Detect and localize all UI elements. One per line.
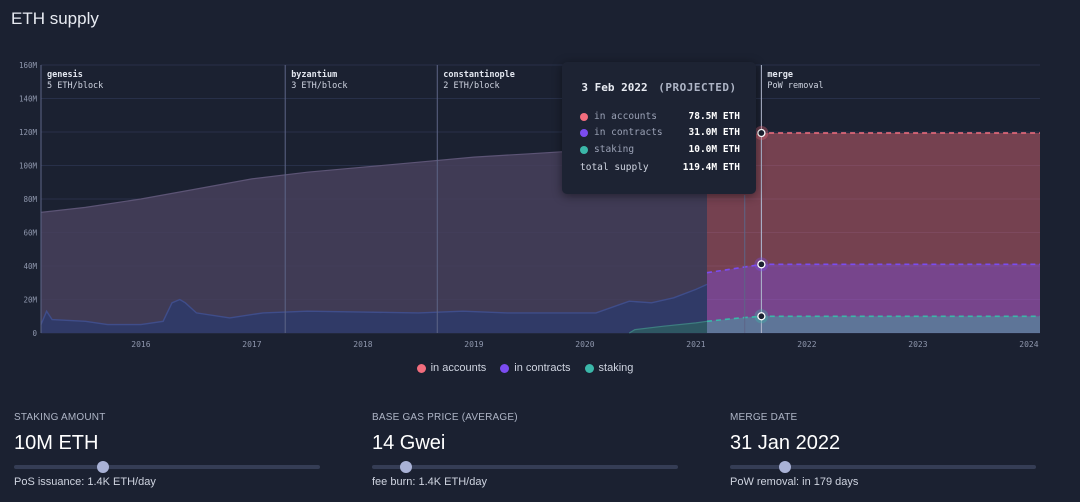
x-tick-label: 2017 bbox=[242, 340, 261, 349]
event-label: byzantium bbox=[291, 69, 337, 80]
y-tick-label: 100M bbox=[19, 162, 38, 171]
tooltip-row-contracts: in contracts 31.0M ETH bbox=[580, 127, 740, 138]
x-tick-label: 2022 bbox=[797, 340, 816, 349]
control-value: 10M ETH bbox=[14, 432, 99, 454]
x-tick-label: 2021 bbox=[686, 340, 705, 349]
control-footnote: PoW removal: in 179 days bbox=[730, 476, 859, 488]
event-label: genesis bbox=[47, 69, 83, 80]
y-tick-label: 60M bbox=[23, 229, 37, 238]
accounts-area-history bbox=[41, 142, 707, 333]
staking-amount-control: STAKING AMOUNT 10M ETH PoS issuance: 1.4… bbox=[14, 412, 324, 488]
contracts-dot-icon bbox=[500, 363, 510, 373]
tooltip-title: 3 Feb 2022 (PROJECTED) bbox=[562, 81, 756, 94]
staking-line-history bbox=[628, 320, 708, 334]
accounts-dot-icon bbox=[416, 363, 426, 373]
control-caption: MERGE DATE bbox=[730, 412, 798, 423]
y-tick-label: 80M bbox=[23, 195, 37, 204]
y-tick-label: 20M bbox=[23, 296, 37, 305]
legend-label: staking bbox=[598, 362, 634, 374]
tooltip-row-staking: staking 10.0M ETH bbox=[580, 144, 740, 155]
event-sublabel: 3 ETH/block bbox=[291, 81, 347, 91]
legend-item-accounts[interactable]: in accounts bbox=[416, 362, 487, 374]
tooltip-projected-tag: (PROJECTED) bbox=[658, 81, 737, 94]
event-sublabel: PoW removal bbox=[767, 81, 823, 91]
contracts-marker bbox=[757, 260, 766, 269]
chart-tooltip: 3 Feb 2022 (PROJECTED) in accounts 78.5M… bbox=[562, 62, 756, 194]
contracts-area-history bbox=[41, 284, 707, 333]
x-tick-label: 2020 bbox=[575, 340, 594, 349]
gas-price-control: BASE GAS PRICE (AVERAGE) 14 Gwei fee bur… bbox=[372, 412, 682, 488]
y-tick-label: 160M bbox=[19, 61, 38, 70]
tooltip-row-value: 78.5M ETH bbox=[688, 111, 740, 122]
tooltip-row-label: staking bbox=[594, 144, 635, 155]
accounts-marker bbox=[757, 128, 766, 138]
slider-handle[interactable] bbox=[779, 461, 792, 473]
legend-item-staking[interactable]: staking bbox=[584, 362, 634, 374]
event-sublabel: 2 ETH/block bbox=[443, 81, 499, 91]
x-tick-label: 2019 bbox=[464, 340, 483, 349]
legend-item-contracts[interactable]: in contracts bbox=[500, 362, 571, 374]
merge-date-control: MERGE DATE 31 Jan 2022 PoW removal: in 1… bbox=[730, 412, 1040, 488]
tooltip-row-value: 31.0M ETH bbox=[688, 127, 740, 138]
event-label: constantinople bbox=[443, 69, 515, 80]
tooltip-row-total: total supply 119.4M ETH bbox=[580, 162, 740, 173]
tooltip-total-label: total supply bbox=[580, 162, 649, 173]
x-tick-label: 2016 bbox=[131, 340, 150, 349]
slider-handle[interactable] bbox=[399, 461, 412, 473]
tooltip-row-label: in contracts bbox=[594, 127, 663, 138]
slider-handle[interactable] bbox=[96, 461, 109, 473]
staking-line-projected bbox=[706, 315, 1040, 323]
tooltip-date: 3 Feb 2022 bbox=[581, 81, 648, 94]
legend-label: in contracts bbox=[514, 362, 571, 374]
staking-dot-icon bbox=[584, 363, 594, 373]
y-tick-label: 40M bbox=[23, 262, 37, 271]
eth-supply-chart[interactable]: 0 20M 40M 60M 80M 100M 120M 140M 160M 2016 2017 201… bbox=[0, 52, 1080, 352]
staking-marker bbox=[757, 312, 766, 321]
tooltip-row-value: 10.0M ETH bbox=[688, 144, 740, 155]
x-tick-label: 2018 bbox=[353, 340, 372, 349]
x-tick-label: 2024 bbox=[1019, 340, 1038, 349]
accounts-area-projected bbox=[707, 133, 1040, 333]
y-tick-label: 120M bbox=[19, 128, 38, 137]
tooltip-total-value: 119.4M ETH bbox=[682, 162, 740, 173]
control-value: 14 Gwei bbox=[372, 432, 446, 454]
contracts-dot-icon bbox=[580, 128, 588, 137]
contracts-line-history bbox=[40, 283, 708, 326]
y-tick-label: 0 bbox=[32, 329, 37, 338]
x-tick-label: 2023 bbox=[908, 340, 927, 349]
tooltip-row-label: in accounts bbox=[594, 111, 657, 122]
control-footnote: fee burn: 1.4K ETH/day bbox=[372, 476, 487, 488]
chart-legend: in accounts in contracts staking bbox=[0, 362, 1050, 374]
event-label: merge bbox=[767, 70, 793, 80]
control-footnote: PoS issuance: 1.4K ETH/day bbox=[14, 476, 156, 488]
gas-price-slider[interactable] bbox=[372, 461, 678, 473]
event-sublabel: 5 ETH/block bbox=[47, 81, 103, 91]
control-caption: BASE GAS PRICE (AVERAGE) bbox=[372, 412, 518, 423]
legend-label: in accounts bbox=[430, 362, 487, 374]
staking-dot-icon bbox=[580, 145, 588, 154]
page-title: ETH supply bbox=[11, 9, 99, 28]
accounts-dot-icon bbox=[580, 112, 588, 121]
control-caption: STAKING AMOUNT bbox=[14, 412, 106, 423]
staking-area-projected bbox=[707, 316, 1040, 333]
control-value: 31 Jan 2022 bbox=[730, 432, 841, 454]
tooltip-row-accounts: in accounts 78.5M ETH bbox=[580, 111, 740, 122]
merge-date-slider[interactable] bbox=[730, 461, 1036, 473]
y-tick-label: 140M bbox=[19, 95, 38, 104]
staking-amount-slider[interactable] bbox=[14, 461, 320, 473]
